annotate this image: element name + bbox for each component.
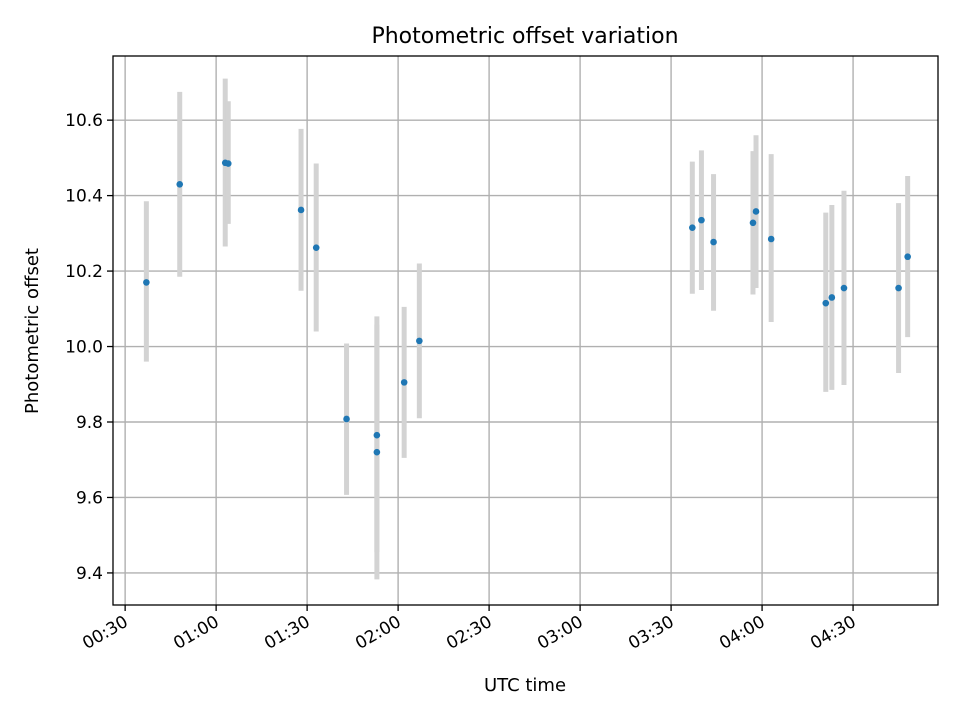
y-axis-label: Photometric offset — [22, 248, 43, 414]
data-point — [710, 238, 717, 246]
data-point — [752, 208, 760, 215]
x-tick-label: 01:00 — [170, 612, 222, 654]
grid-lines — [113, 56, 938, 605]
x-tick-label: 00:30 — [79, 612, 131, 654]
data-point — [698, 216, 705, 224]
data-point — [143, 279, 150, 286]
y-tick-label: 9.6 — [76, 488, 103, 508]
x-tick-label: 03:30 — [625, 612, 677, 654]
x-tick-label: 02:00 — [352, 612, 404, 654]
x-tick-label: 01:30 — [261, 612, 313, 654]
error-bars — [143, 78, 911, 580]
data-point — [373, 431, 381, 439]
data-point — [904, 253, 911, 261]
data-point — [895, 284, 902, 292]
data-point — [767, 235, 775, 243]
data-point — [343, 415, 350, 423]
x-tick-label: 04:00 — [716, 612, 768, 654]
data-point — [840, 284, 848, 292]
data-point — [297, 206, 305, 214]
plot-frame — [112, 55, 939, 606]
y-tick-label: 10.6 — [65, 111, 103, 131]
data-point — [416, 337, 423, 345]
y-tick-label: 10.0 — [65, 338, 103, 358]
x-axis-ticks: 00:30 01:00 01:30 02:00 02:30 03:00 03:30 04:00… — [79, 605, 860, 654]
data-point — [176, 180, 184, 188]
chart-title: Photometric offset variation — [371, 24, 678, 49]
y-tick-label: 9.4 — [76, 564, 103, 584]
y-tick-label: 10.4 — [65, 187, 103, 207]
data-point — [400, 379, 408, 386]
x-tick-label: 03:00 — [534, 612, 586, 654]
y-axis-ticks: 9.4 9.6 9.8 10.0 10.2 10.4 10.6 — [65, 111, 113, 584]
x-tick-label: 02:30 — [443, 612, 495, 654]
x-tick-label: 04:30 — [807, 612, 859, 654]
x-axis-label: UTC time — [484, 675, 566, 696]
data-point — [689, 224, 696, 231]
data-point — [749, 219, 757, 227]
data-point — [312, 244, 320, 251]
data-points — [143, 159, 911, 456]
data-point — [224, 160, 232, 167]
data-point — [828, 294, 836, 301]
y-tick-label: 10.2 — [65, 262, 103, 282]
data-point — [373, 448, 381, 456]
data-point — [822, 299, 830, 307]
y-tick-label: 9.8 — [76, 413, 103, 433]
